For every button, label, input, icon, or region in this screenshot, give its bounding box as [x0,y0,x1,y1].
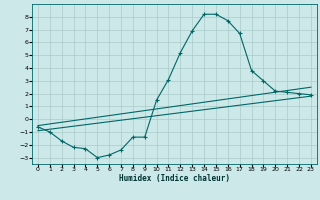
X-axis label: Humidex (Indice chaleur): Humidex (Indice chaleur) [119,174,230,183]
